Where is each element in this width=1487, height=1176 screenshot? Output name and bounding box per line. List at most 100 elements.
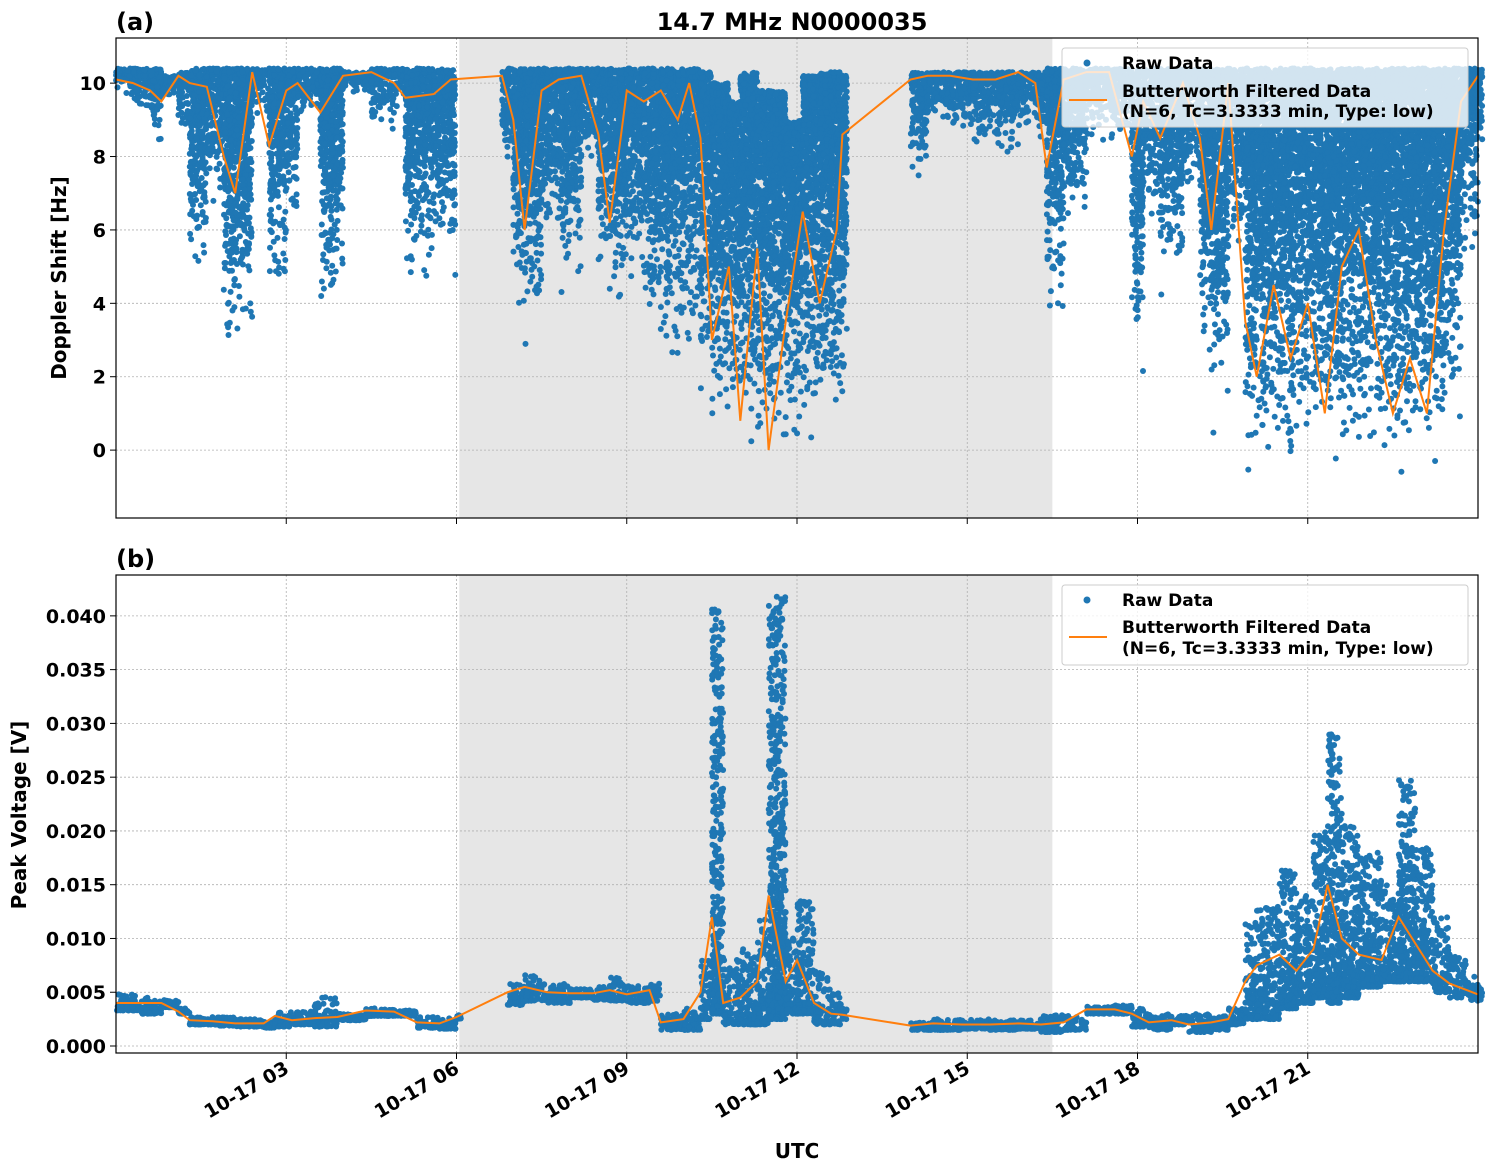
raw-data-point [125, 68, 131, 74]
raw-data-point [209, 136, 215, 142]
raw-data-point [171, 90, 177, 96]
raw-data-point [420, 77, 426, 83]
raw-data-point [194, 135, 200, 141]
raw-data-point [281, 217, 287, 223]
raw-data-point [194, 213, 200, 219]
raw-data-point [523, 341, 529, 347]
raw-data-point [552, 168, 558, 174]
raw-data-point [234, 127, 240, 133]
raw-data-point [334, 246, 340, 252]
raw-data-point [177, 99, 183, 105]
raw-data-point [239, 255, 245, 261]
raw-data-point [440, 145, 446, 151]
raw-data-point [141, 90, 147, 96]
raw-data-point [411, 140, 417, 146]
raw-data-point [405, 87, 411, 93]
raw-data-point [411, 236, 417, 242]
raw-data-point [161, 87, 167, 93]
raw-data-point [267, 245, 273, 251]
raw-data-point [547, 156, 553, 162]
raw-data-point [388, 118, 394, 124]
chart-title: 14.7 MHz N0000035 [657, 8, 928, 36]
raw-data-point [226, 69, 232, 75]
raw-data-point [240, 69, 246, 75]
raw-data-point [286, 169, 292, 175]
raw-data-point [222, 130, 228, 136]
raw-data-point [411, 128, 417, 134]
raw-data-point [321, 209, 327, 215]
raw-data-point [204, 111, 210, 117]
raw-data-point [418, 229, 424, 235]
raw-data-point [340, 261, 346, 267]
raw-data-point [141, 67, 147, 73]
raw-data-point [448, 124, 454, 130]
raw-data-point [280, 251, 286, 257]
raw-data-point [541, 105, 547, 111]
raw-data-point [429, 245, 435, 251]
raw-data-point [422, 142, 428, 148]
raw-data-point [374, 81, 380, 87]
raw-data-point [152, 116, 158, 122]
raw-data-point [276, 67, 282, 73]
raw-data-point [156, 136, 162, 142]
raw-data-point [416, 103, 422, 109]
raw-data-point [532, 220, 538, 226]
raw-data-point [422, 163, 428, 169]
raw-data-point [404, 255, 410, 261]
raw-data-point [369, 100, 375, 106]
raw-data-point [331, 277, 337, 283]
raw-data-point [535, 233, 541, 239]
raw-data-point [414, 66, 420, 72]
raw-data-point [268, 158, 274, 164]
raw-data-point [167, 78, 173, 84]
raw-data-point [511, 204, 517, 210]
raw-data-point [511, 186, 517, 192]
raw-data-point [334, 237, 340, 243]
raw-data-point [318, 88, 324, 94]
raw-data-point [322, 168, 328, 174]
raw-data-point [240, 176, 246, 182]
raw-data-point [187, 135, 193, 141]
raw-data-point [404, 102, 410, 108]
raw-data-point [282, 209, 288, 215]
raw-data-point [432, 83, 438, 89]
raw-data-point [439, 111, 445, 117]
raw-data-point [217, 161, 223, 167]
raw-data-point [504, 144, 510, 150]
raw-data-point [201, 182, 207, 188]
raw-data-point [500, 121, 506, 127]
raw-data-point [268, 207, 274, 213]
raw-data-point [334, 129, 340, 135]
raw-data-point [545, 201, 551, 207]
raw-data-point [131, 69, 137, 75]
raw-data-point [195, 103, 201, 109]
raw-data-point [248, 309, 254, 315]
raw-data-point [511, 249, 517, 255]
raw-data-point [328, 163, 334, 169]
raw-data-point [431, 133, 437, 139]
raw-data-point [275, 181, 281, 187]
raw-data-point [537, 267, 543, 273]
raw-data-point [538, 223, 544, 229]
raw-data-point [319, 222, 325, 228]
raw-data-point [236, 80, 242, 86]
raw-data-point [222, 260, 228, 266]
raw-data-point [405, 178, 411, 184]
raw-data-point [290, 196, 296, 202]
raw-data-point [317, 127, 323, 133]
raw-data-point [528, 132, 534, 138]
raw-data-point [328, 282, 334, 288]
raw-data-point [438, 222, 444, 228]
raw-data-point [339, 241, 345, 247]
raw-data-point [243, 306, 249, 312]
raw-data-point [391, 110, 397, 116]
raw-data-point [194, 169, 200, 175]
raw-data-point [522, 66, 528, 72]
raw-data-point [452, 163, 458, 169]
raw-data-point [268, 197, 274, 203]
raw-data-point [524, 288, 530, 294]
raw-data-point [197, 123, 203, 129]
raw-data-point [323, 88, 329, 94]
raw-data-point [222, 243, 228, 249]
raw-data-point [142, 73, 148, 79]
